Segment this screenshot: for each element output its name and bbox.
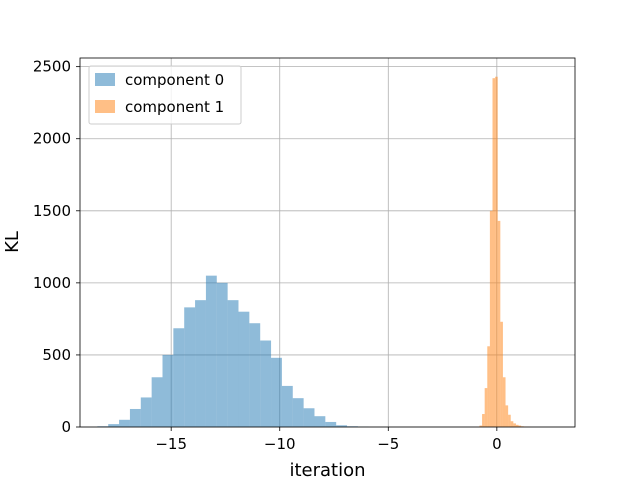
- histogram-bar: [216, 282, 228, 427]
- y-tick-label: 2000: [33, 130, 71, 148]
- histogram-bar: [140, 397, 152, 427]
- histogram-bar: [518, 425, 522, 427]
- histogram-bar: [119, 419, 130, 427]
- x-tick-label: −15: [155, 435, 187, 453]
- histogram-bar: [292, 398, 304, 427]
- y-tick-label: 1000: [33, 274, 71, 292]
- histogram-bar: [162, 354, 174, 427]
- axis-ticks: −15 −10 −5 0 0 500 1000 1500 2000 2500: [33, 58, 502, 453]
- x-tick-label: −10: [264, 435, 296, 453]
- legend: component 0 component 1: [88, 65, 242, 125]
- histogram-bar: [479, 425, 483, 427]
- histogram-bar: [205, 275, 217, 427]
- histogram-bar: [489, 210, 493, 427]
- histogram-bar: [325, 421, 337, 427]
- legend-label: component 1: [125, 98, 224, 116]
- y-tick-label: 2500: [33, 58, 71, 76]
- plot-frame: [79, 57, 576, 428]
- x-tick-label: 0: [492, 435, 502, 453]
- histogram-bar: [271, 357, 282, 427]
- histogram-bar: [492, 78, 496, 427]
- legend-box: [88, 65, 242, 125]
- histogram-bar: [281, 385, 293, 427]
- histogram-bar: [227, 300, 239, 427]
- histogram-bar: [508, 414, 511, 427]
- histogram-bar: [173, 328, 185, 427]
- histogram-bar: [336, 425, 348, 427]
- series-0-bars: [97, 275, 369, 427]
- x-axis-label: iteration: [289, 460, 365, 480]
- y-tick-label: 0: [61, 418, 71, 436]
- histogram-bar: [482, 414, 485, 427]
- histogram-bar: [502, 377, 506, 427]
- histogram-bar: [184, 307, 196, 427]
- y-tick-label: 1500: [33, 202, 71, 220]
- legend-swatch: [95, 73, 115, 86]
- histogram-bar: [495, 76, 498, 427]
- histogram-bar: [238, 311, 250, 427]
- y-axis-label: KL: [2, 231, 23, 253]
- histogram-bar: [260, 340, 272, 427]
- histogram-bar: [108, 424, 120, 427]
- histogram-bar: [513, 423, 516, 427]
- histogram-bar: [484, 388, 488, 427]
- histogram-bar: [505, 405, 509, 427]
- histogram-bar: [151, 377, 163, 427]
- histogram-bar: [314, 416, 326, 427]
- histogram-bar: [497, 220, 501, 427]
- histogram-bar: [487, 346, 490, 427]
- histogram-bar: [303, 408, 315, 427]
- histogram-bar: [510, 421, 514, 427]
- legend-label: component 0: [125, 71, 224, 89]
- legend-swatch: [95, 100, 115, 113]
- histogram-bar: [500, 321, 503, 427]
- histogram-bar: [249, 323, 261, 427]
- histogram-bar: [129, 408, 141, 427]
- histogram-bar: [515, 424, 519, 427]
- histogram-bars: [97, 76, 532, 427]
- series-1-bars: [479, 76, 532, 427]
- y-tick-label: 500: [42, 346, 71, 364]
- histogram-bar: [195, 300, 206, 427]
- x-tick-label: −5: [377, 435, 399, 453]
